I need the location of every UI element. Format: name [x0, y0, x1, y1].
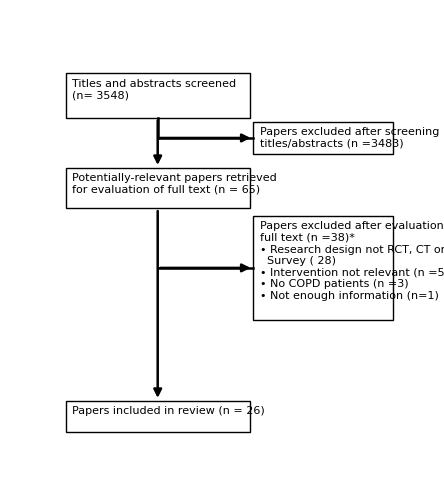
Text: Papers included in review (n = 26): Papers included in review (n = 26)	[72, 406, 265, 416]
FancyBboxPatch shape	[66, 168, 250, 208]
Text: Papers excluded after screening
titles/abstracts (n =3483): Papers excluded after screening titles/a…	[260, 127, 439, 148]
FancyBboxPatch shape	[254, 216, 392, 320]
FancyBboxPatch shape	[66, 400, 250, 432]
FancyBboxPatch shape	[254, 122, 392, 154]
Text: Papers excluded after evaluation of
full text (n =38)*
• Research design not RCT: Papers excluded after evaluation of full…	[260, 222, 444, 301]
Text: Potentially-relevant papers retrieved
for evaluation of full text (n = 65): Potentially-relevant papers retrieved fo…	[72, 173, 277, 195]
Text: Titles and abstracts screened
(n= 3548): Titles and abstracts screened (n= 3548)	[72, 79, 236, 100]
FancyBboxPatch shape	[66, 74, 250, 118]
